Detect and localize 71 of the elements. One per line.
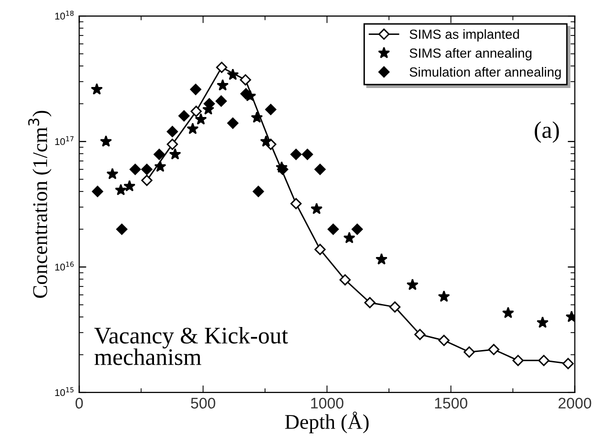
point [154,148,165,160]
point [339,274,351,286]
point [166,138,178,150]
point [186,122,199,134]
point [169,148,182,160]
point [90,83,103,95]
point [538,354,550,366]
x-tick-label: 0 [76,398,83,409]
point [314,164,326,175]
point [343,232,356,244]
point [114,184,127,196]
point [389,301,401,313]
y-tick-label: 10$^{15}$ [55,387,74,396]
point [194,113,207,125]
point [302,148,314,160]
point [226,68,239,80]
point [166,126,178,138]
y-tick-label: 10$^{18}$ [55,10,74,20]
point [190,106,202,117]
point [141,164,152,175]
point [227,118,238,129]
point [154,160,166,172]
point [488,344,500,356]
point [216,95,227,107]
point [190,84,202,96]
x-axis-title: Depth (Å) [285,412,369,434]
point [562,358,574,370]
point [502,306,514,318]
point [464,346,475,358]
point [406,278,418,290]
point [216,79,229,91]
point [116,224,128,235]
y-axis-title: Concentration (1/cm$^{3}$) [28,110,52,298]
x-tick-label: 1500 [435,398,468,409]
point [250,111,263,123]
point [290,148,302,160]
point [512,354,524,366]
point [216,62,228,73]
annotation: Vacancy & Kick-out mechanism [94,327,288,366]
x-tick-label: 2000 [558,398,592,409]
legend-label: SIMS after annealing [410,48,532,60]
point [141,174,152,186]
legend-label: SIMS as implanted [410,29,519,42]
point [328,224,339,235]
point [438,334,450,346]
point [376,253,388,265]
point [92,186,104,198]
point [290,198,302,210]
point [252,186,264,198]
point [438,290,450,302]
point [414,328,426,340]
point [364,297,376,308]
y-tick-label: 10$^{17}$ [55,136,74,146]
point [178,110,190,122]
annotation: (a) [534,121,559,143]
point [260,135,272,147]
point [276,161,288,173]
point [130,164,141,175]
point [100,135,112,147]
point [106,168,118,180]
x-tick-label: 1000 [311,398,344,409]
point [314,244,326,256]
point [352,224,363,235]
point [240,74,252,86]
y-tick-label: 10$^{16}$ [55,262,74,271]
point [265,104,276,116]
point [536,316,549,328]
point [124,180,136,192]
point [310,202,323,214]
legend-label: Simulation after annealing [410,67,561,80]
x-tick-label: 500 [190,398,216,409]
